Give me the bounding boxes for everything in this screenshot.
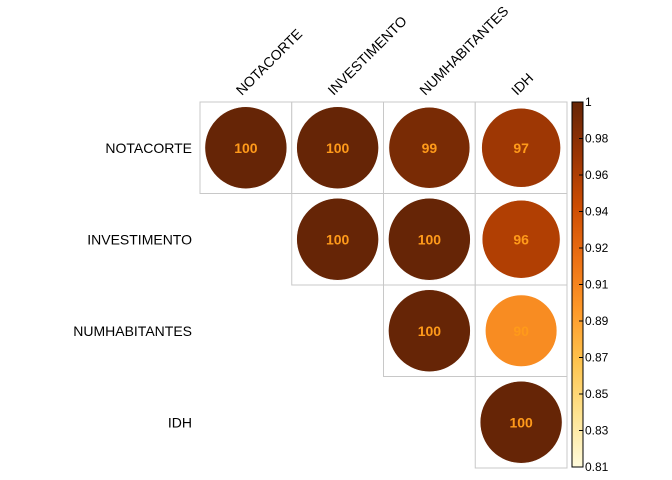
correlation-circle <box>481 107 561 188</box>
correlation-value-label: 100 <box>326 231 350 247</box>
colorbar-tick-label: 0.91 <box>585 278 609 292</box>
correlation-circle <box>485 294 558 367</box>
cell-investimento-numhabitantes: 100 <box>383 193 476 286</box>
cell-grid: 100 100 99 97 100 100 96 100 90 100 <box>199 101 568 469</box>
cell-investimento-idh: 96 <box>474 193 568 286</box>
column-label-numhabitantes: NUMHABITANTES <box>416 3 511 98</box>
correlation-circle <box>388 106 471 189</box>
correlation-value-label: 100 <box>234 140 258 156</box>
correlation-circle <box>296 197 379 281</box>
correlation-value-label: 97 <box>513 140 529 156</box>
correlation-circle <box>479 380 563 464</box>
correlation-circle <box>388 289 471 373</box>
correlation-value-label: 96 <box>513 231 529 247</box>
colorbar-tick-label: 0.83 <box>585 424 609 438</box>
correlation-circle <box>296 106 379 190</box>
row-label-notacorte: NOTACORTE <box>105 140 192 156</box>
column-label-notacorte: NOTACORTE <box>233 26 306 99</box>
row-labels: NOTACORTE INVESTIMENTO NUMHABITANTES IDH <box>73 140 192 431</box>
colorbar-tick-label: 0.98 <box>585 132 609 146</box>
correlation-value-label: 100 <box>418 231 442 247</box>
row-label-numhabitantes: NUMHABITANTES <box>73 323 192 339</box>
cell-notacorte-numhabitantes: 99 <box>383 101 476 194</box>
correlation-value-label: 90 <box>513 323 529 339</box>
colorbar-tick-label: 0.85 <box>585 387 609 401</box>
cell-notacorte-notacorte: 100 <box>199 101 293 194</box>
cell-notacorte-idh: 97 <box>474 101 568 194</box>
colorbar-tick-label: 0.89 <box>585 314 609 328</box>
colorbar-tick-label: 0.92 <box>585 241 609 255</box>
correlation-value-label: 100 <box>326 140 350 156</box>
correlation-value-label: 99 <box>422 140 438 156</box>
cell-idh-idh: 100 <box>474 376 568 469</box>
correlation-circle <box>388 197 471 281</box>
cell-notacorte-investimento: 100 <box>291 101 384 194</box>
cell-investimento-investimento: 100 <box>291 193 384 286</box>
cell-numhabitantes-idh: 90 <box>474 284 568 377</box>
correlation-circle <box>481 199 561 279</box>
colorbar-tick-label: 0.87 <box>585 351 609 365</box>
colorbar-tick-label: 0.96 <box>585 168 609 182</box>
colorbar-tick-label: 0.94 <box>585 205 609 219</box>
colorbar-tick-label: 0.81 <box>585 460 609 474</box>
cell-numhabitantes-numhabitantes: 100 <box>383 284 476 377</box>
colorbar: 1 0.98 0.96 0.94 0.92 0.91 0.89 0.87 0.85 0.83 0.8… <box>571 95 609 474</box>
row-label-investimento: INVESTIMENTO <box>87 231 192 247</box>
correlation-value-label: 100 <box>509 414 533 430</box>
correlation-value-label: 100 <box>418 323 442 339</box>
row-label-idh: IDH <box>168 414 192 430</box>
column-label-investimento: INVESTIMENTO <box>324 13 409 98</box>
column-label-idh: IDH <box>508 70 536 98</box>
correlation-circle <box>204 106 288 190</box>
colorbar-tick-label: 1 <box>585 95 592 109</box>
